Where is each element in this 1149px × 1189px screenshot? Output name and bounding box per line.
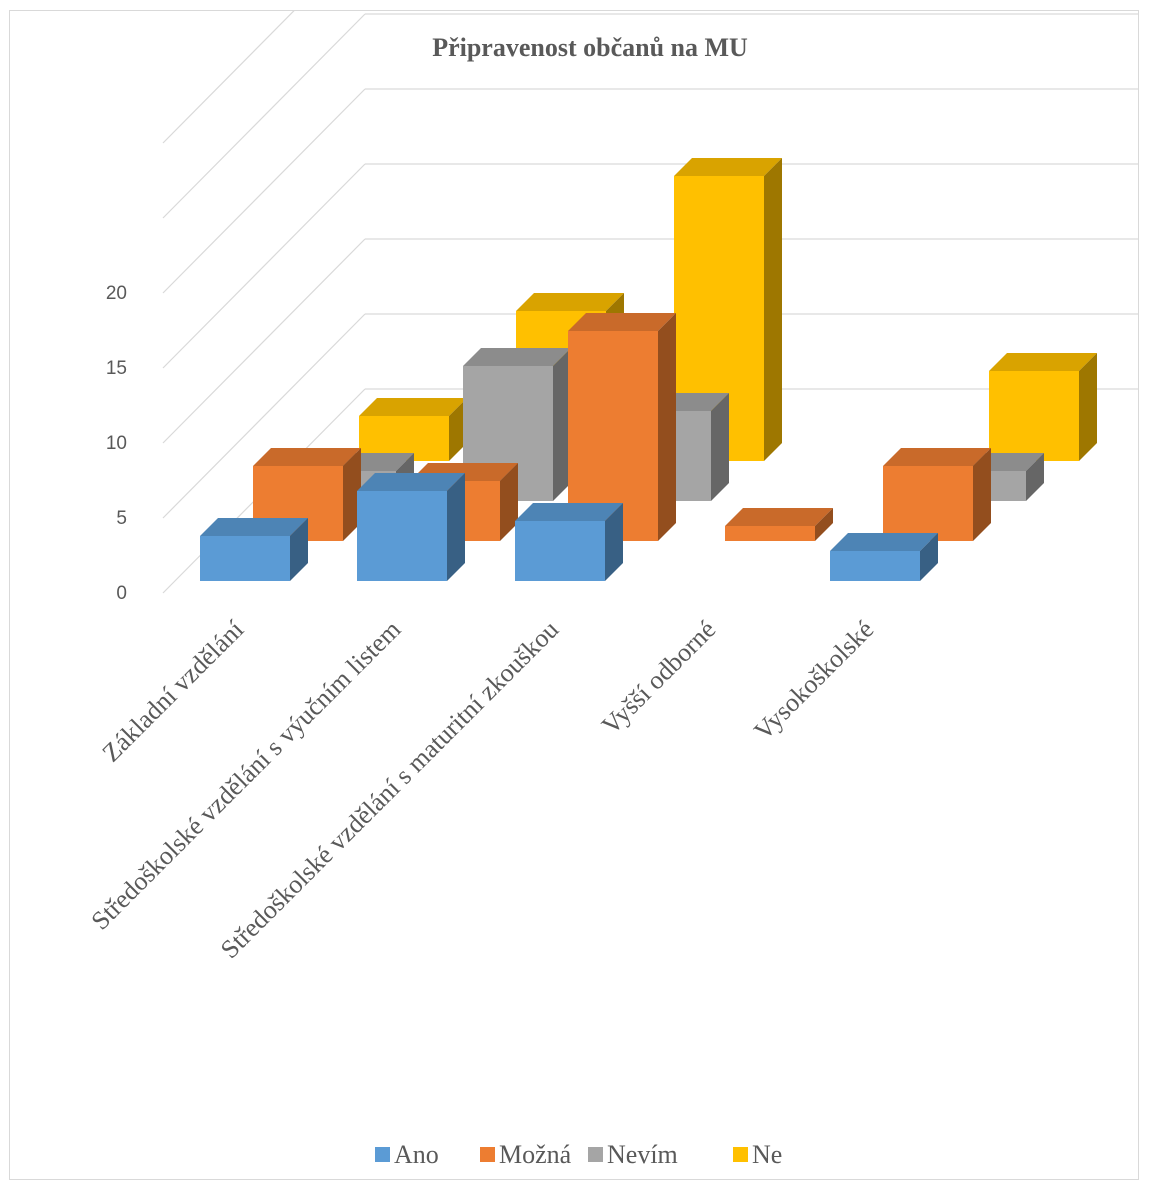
legend-swatch: [480, 1147, 495, 1162]
y-tick-label: 20: [106, 283, 127, 304]
x-tick-label: Vysokoškolské: [748, 615, 879, 746]
gridline-diagonal: [162, 13, 366, 219]
legend: Ano Možná Nevím Ne: [375, 1140, 782, 1169]
legend-item-ne: Ne: [733, 1140, 782, 1169]
gridline-diagonal: [162, 163, 366, 369]
chart-svg: Připravenost občanů na MU 0 5 10 15 20 Zákla…: [85, 11, 1138, 1169]
legend-swatch: [588, 1147, 603, 1162]
gridline-diagonal: [162, 11, 295, 144]
x-tick-label: Středoškolské vzdělání s maturitní zkouš…: [215, 615, 564, 964]
bar-možná-0: [253, 448, 361, 541]
x-tick-label: Vyšší odborné: [596, 615, 721, 740]
gridline-diagonal: [162, 238, 366, 444]
chart-frame: Připravenost občanů na MU 0 5 10 15 20 Zákla…: [9, 10, 1139, 1180]
bars: [200, 158, 1097, 581]
legend-label: Ne: [752, 1140, 782, 1169]
bar-ano-2: [515, 503, 623, 581]
legend-label: Ano: [394, 1140, 439, 1169]
bar-ne-4: [989, 353, 1097, 461]
legend-item-ano: Ano: [375, 1140, 439, 1169]
y-tick-label: 0: [116, 583, 127, 604]
bar-možná-4: [883, 448, 991, 541]
legend-item-možná: Možná: [480, 1140, 572, 1169]
legend-swatch: [733, 1147, 748, 1162]
legend-item-nevím: Nevím: [588, 1140, 678, 1169]
bar-ano-0: [200, 518, 308, 581]
legend-swatch: [375, 1147, 390, 1162]
x-tick-label: Základní vzdělání: [97, 615, 250, 768]
bar-ano-4: [830, 533, 938, 581]
y-tick-label: 10: [106, 433, 127, 454]
legend-label: Možná: [499, 1140, 572, 1169]
bar-ano-1: [357, 473, 465, 581]
gridline-diagonal: [162, 313, 366, 519]
bar-ne-0: [359, 398, 467, 461]
gridline-diagonal: [162, 88, 366, 294]
x-tick-label: Středoškolské vzdělání s výučním listem: [85, 615, 406, 936]
y-axis-ticks: 0 5 10 15 20: [106, 283, 127, 604]
legend-label: Nevím: [607, 1140, 678, 1169]
chart-title: Připravenost občanů na MU: [432, 33, 748, 62]
y-tick-label: 15: [106, 358, 127, 379]
y-tick-label: 5: [116, 508, 127, 529]
bar-možná-3: [725, 508, 833, 541]
